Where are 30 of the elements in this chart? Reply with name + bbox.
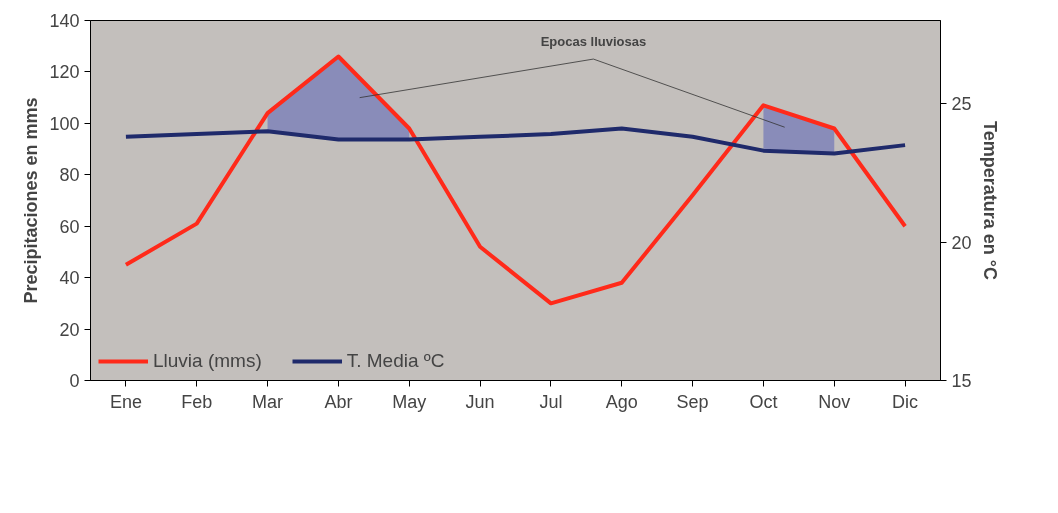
line-series bbox=[123, 126, 908, 156]
x-tick-label: Dic bbox=[892, 391, 919, 412]
y2-tick-label: 20 bbox=[951, 232, 972, 253]
y2-tick-label: 25 bbox=[951, 94, 972, 115]
y-tick-label: 100 bbox=[49, 113, 80, 134]
y-tick-label: 20 bbox=[59, 319, 80, 340]
y-tick-label: 80 bbox=[59, 165, 80, 186]
legend-label: T. Media ºC bbox=[346, 350, 445, 372]
x-tick-label: Ago bbox=[605, 391, 638, 412]
y2-tick-label: 15 bbox=[951, 371, 972, 391]
annotation: Epocas lluviosas bbox=[540, 33, 647, 49]
y-axis-title: Precipitaciones en mms bbox=[21, 97, 42, 304]
legend-label: Lluvia (mms) bbox=[153, 350, 262, 372]
x-tick-label: Ene bbox=[109, 391, 142, 412]
x-tick-label: Oct bbox=[749, 391, 778, 412]
x-tick-label: Jun bbox=[465, 391, 495, 412]
x-tick-label: Nov bbox=[818, 391, 851, 412]
line-series bbox=[123, 54, 908, 306]
y2-axis-title: Temperatura en °C bbox=[979, 121, 1000, 280]
x-tick-label: May bbox=[392, 391, 427, 412]
x-tick-label: Mar bbox=[252, 391, 284, 412]
x-tick-label: Sep bbox=[676, 391, 709, 412]
y-tick-label: 40 bbox=[59, 268, 80, 289]
x-tick-label: Abr bbox=[324, 391, 353, 412]
x-tick-label: Jul bbox=[539, 391, 563, 412]
y-tick-label: 60 bbox=[59, 216, 80, 237]
x-tick-label: Feb bbox=[181, 391, 213, 412]
y-tick-label: 140 bbox=[49, 11, 80, 31]
y-tick-label: 120 bbox=[49, 62, 80, 83]
y-tick-label: 0 bbox=[69, 371, 80, 391]
